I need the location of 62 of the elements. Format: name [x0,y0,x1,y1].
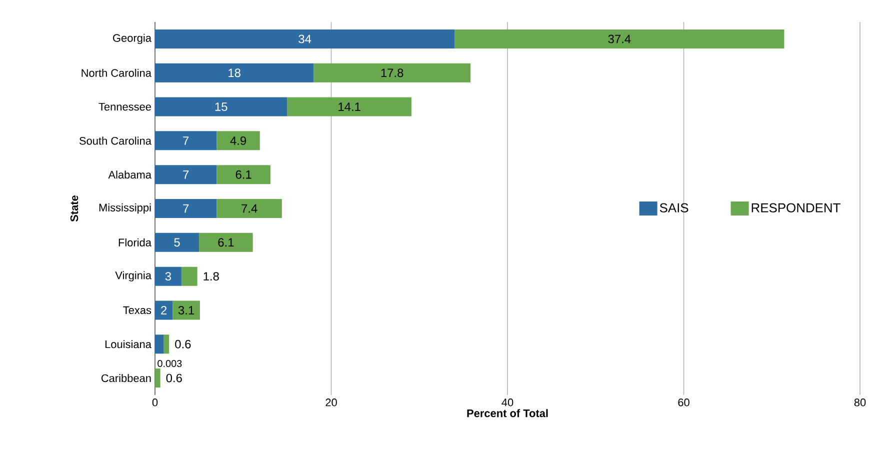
y-tick-label: Louisiana [105,340,152,348]
x-tick-label: 40 [502,398,514,406]
data-label: 7 [183,204,189,213]
data-label: 0.003 [158,360,182,368]
data-label: 0.6 [175,340,191,348]
y-tick-label: Caribbean [101,374,151,382]
data-label: 7.4 [242,204,258,213]
bar [164,334,170,354]
bar [155,232,200,252]
y-tick-label: North Carolina [82,68,152,77]
data-label: 6.1 [236,170,252,179]
bar [287,97,412,116]
data-label: 6.1 [218,238,234,247]
x-axis-title: Percent of Total [467,409,548,418]
data-label: 4.9 [230,136,246,145]
y-axis-title: State [70,195,78,222]
y-tick-label: Tennessee [98,102,151,111]
data-label: 7 [183,170,189,179]
bar [155,368,160,388]
bar [216,165,270,184]
data-label: 2 [161,306,167,314]
data-label: 7 [183,136,189,145]
x-tick-label: 0 [152,398,158,406]
bar [155,131,217,150]
bar [454,29,784,48]
bar [314,63,470,82]
y-tick-label: Texas [123,306,152,314]
y-tick-label: Mississippi [99,203,151,214]
bar [155,97,288,116]
x-tick-label: 20 [326,398,337,406]
y-tick-label: Virginia [115,271,152,282]
bar [155,165,217,184]
y-tick-label: Georgia [113,34,152,44]
data-label: 5 [174,238,180,247]
data-label: 3.1 [178,306,194,314]
bar [155,29,455,48]
bar [155,334,164,354]
bar [155,266,182,286]
data-label: 15 [215,102,228,111]
data-label: 17.8 [381,68,404,78]
data-label: 14.1 [338,102,360,111]
x-tick-label: 80 [854,398,866,406]
bar [216,131,260,150]
legend-label: SAIS [660,203,688,212]
data-label: 3 [165,272,172,281]
bar [155,199,217,218]
data-label: 1.8 [204,272,219,281]
y-tick-label: Alabama [108,170,152,179]
y-tick-label: Florida [118,238,152,246]
y-tick-label: South Carolina [79,136,152,145]
bar [155,63,314,82]
data-label: 37.4 [608,34,631,44]
bar [155,300,173,320]
bar [181,266,198,286]
data-label: 18 [228,68,240,78]
data-label: 0.6 [166,374,182,382]
x-tick-label: 60 [678,398,690,406]
bar [172,300,200,320]
data-label: 34 [298,34,312,44]
bar [199,232,253,252]
legend-label: RESPONDENT [752,203,840,212]
bar [216,199,282,218]
